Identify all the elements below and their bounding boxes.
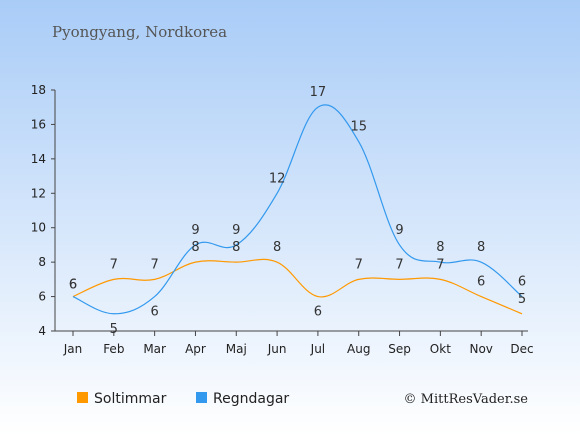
x-tick-label: Feb [103,342,124,356]
data-label-regndagar: 8 [477,240,485,255]
legend-swatch [77,392,88,403]
data-label-regndagar: 5 [110,322,118,337]
x-tick-label: Apr [185,342,206,356]
y-tick-label: 14 [31,152,46,166]
chart-title: Pyongyang, Nordkorea [52,23,227,41]
data-label-soltimmar: 7 [436,257,444,272]
x-tick-label: Maj [226,342,247,356]
data-label-soltimmar: 8 [273,240,281,255]
x-tick-label: Jul [310,342,325,356]
y-tick-label: 18 [31,83,46,97]
y-tick-label: 10 [31,221,46,235]
data-label-soltimmar: 6 [314,305,322,320]
data-label-regndagar: 15 [350,120,367,135]
credit-text: © MittResVader.se [404,392,529,407]
data-label-regndagar: 6 [150,305,158,320]
data-label-regndagar: 9 [395,223,403,238]
data-label-regndagar: 8 [436,240,444,255]
x-tick-label: Okt [430,342,451,356]
data-label-soltimmar: 7 [355,257,363,272]
x-tick-label: Dec [510,342,533,356]
x-tick-label: Mar [143,342,166,356]
data-label-regndagar: 12 [269,171,286,186]
axes: 4 6 8 10 12 14 16 18 Jan Feb Mar Apr Maj Jun Jul Aug Sep… [31,83,534,356]
legend: Soltimmar Regndagar [77,391,289,407]
data-label-regndagar: 17 [310,85,327,100]
x-tick-label: Aug [347,342,370,356]
y-tick-label: 12 [31,186,46,200]
y-tick-label: 16 [31,117,46,131]
data-label-regndagar: 6 [69,278,77,293]
legend-swatch [196,392,207,403]
data-label-soltimmar: 7 [395,257,403,272]
y-tick-label: 6 [38,290,46,304]
data-label-soltimmar: 8 [232,240,240,255]
legend-label: Soltimmar [94,391,167,407]
data-label-soltimmar: 7 [110,257,118,272]
data-label-soltimmar: 6 [69,278,77,293]
data-label-soltimmar: 5 [518,292,526,307]
y-tick-label: 8 [38,255,46,269]
data-label-soltimmar: 8 [191,240,199,255]
series-line-regndagar [72,104,523,315]
data-label-regndagar: 6 [518,275,526,290]
x-tick-label: Jun [267,342,287,356]
x-tick-label: Nov [469,342,492,356]
data-label-regndagar: 9 [191,223,199,238]
data-label-soltimmar: 6 [477,275,485,290]
x-tick-label: Jan [63,342,83,356]
data-label-soltimmar: 7 [150,257,158,272]
data-label-regndagar: 9 [232,223,240,238]
y-tick-label: 4 [38,324,46,338]
legend-label: Regndagar [213,391,289,407]
series-lines [72,104,523,315]
x-tick-label: Sep [388,342,411,356]
series-line-soltimmar [72,258,523,315]
